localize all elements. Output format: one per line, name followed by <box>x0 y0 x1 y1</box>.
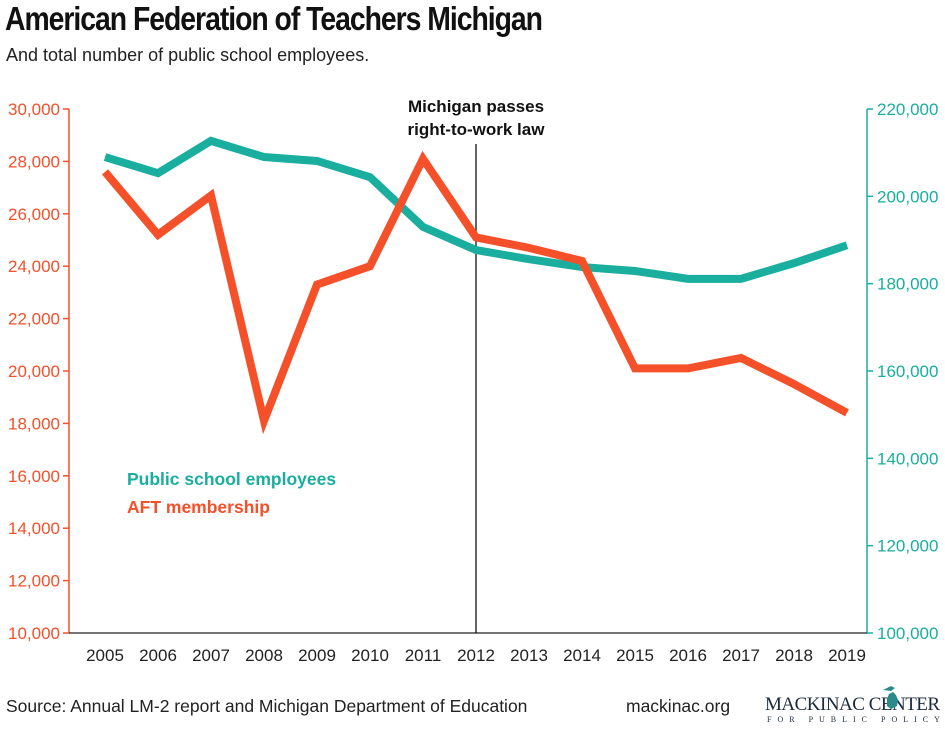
left-tick-label: 16,000 <box>8 467 60 486</box>
x-tick-label: 2009 <box>298 646 336 665</box>
logo-text: MACKINAC CENTER <box>765 694 940 715</box>
right-tick-label: 160,000 <box>877 362 938 381</box>
x-tick-label: 2011 <box>405 646 442 665</box>
x-tick-label: 2010 <box>351 646 389 665</box>
left-tick-label: 14,000 <box>8 519 60 538</box>
legend-aft-membership: AFT membership <box>127 497 270 517</box>
right-tick-label: 200,000 <box>877 187 938 206</box>
x-tick-label: 2012 <box>457 646 495 665</box>
site-link[interactable]: mackinac.org <box>626 696 731 716</box>
annotation-text-line2: right-to-work law <box>408 120 546 139</box>
chart-title: American Federation of Teachers Michigan <box>5 0 543 37</box>
right-tick-label: 140,000 <box>877 449 938 468</box>
right-tick-label: 180,000 <box>877 275 938 294</box>
left-tick-label: 28,000 <box>8 152 60 171</box>
x-tick-label: 2014 <box>563 646 601 665</box>
left-tick-label: 30,000 <box>8 100 60 119</box>
x-tick-label: 2018 <box>775 646 813 665</box>
x-tick-label: 2005 <box>86 646 124 665</box>
logo-subtext: FOR PUBLIC POLICY <box>767 715 945 724</box>
source-note: Source: Annual LM-2 report and Michigan … <box>6 696 528 716</box>
legend-public-school-employees: Public school employees <box>127 469 336 489</box>
right-tick-label: 120,000 <box>877 537 938 556</box>
right-tick-label: 220,000 <box>877 100 938 119</box>
chart-subtitle: And total number of public school employ… <box>6 45 370 65</box>
x-tick-label: 2006 <box>139 646 177 665</box>
x-tick-label: 2016 <box>669 646 707 665</box>
left-tick-label: 12,000 <box>8 572 60 591</box>
left-tick-label: 20,000 <box>8 362 60 381</box>
michigan-map-icon <box>883 686 898 709</box>
right-tick-label: 100,000 <box>877 624 938 643</box>
x-tick-label: 2008 <box>245 646 283 665</box>
left-tick-label: 10,000 <box>8 624 60 643</box>
mackinac-logo: MACKINAC CENTER FOR PUBLIC POLICY <box>765 684 945 728</box>
x-tick-label: 2015 <box>616 646 654 665</box>
x-tick-label: 2017 <box>722 646 760 665</box>
left-tick-label: 24,000 <box>8 257 60 276</box>
annotation-text-line1: Michigan passes <box>408 97 544 116</box>
x-tick-label: 2007 <box>192 646 230 665</box>
left-tick-label: 22,000 <box>8 310 60 329</box>
left-tick-label: 26,000 <box>8 205 60 224</box>
x-tick-label: 2013 <box>510 646 548 665</box>
left-tick-label: 18,000 <box>8 414 60 433</box>
x-tick-label: 2019 <box>828 646 866 665</box>
